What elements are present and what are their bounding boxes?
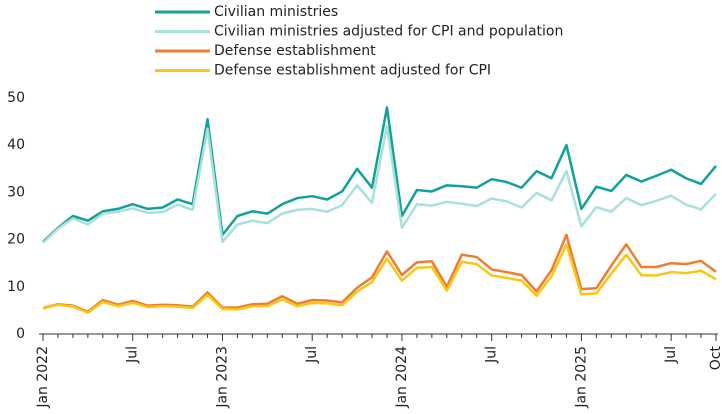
y-tick-label: 30 (7, 184, 25, 200)
legend-label: Civilian ministries (214, 4, 338, 20)
y-tick-label: 20 (7, 232, 25, 248)
y-tick-label: 50 (7, 90, 25, 106)
x-tick-label: Jan 2024 (394, 346, 410, 409)
x-tick-label: Oct (708, 346, 722, 371)
x-tick-label: Jul (663, 346, 679, 364)
x-tick-label: Jul (484, 346, 500, 364)
x-tick-label: Jul (304, 346, 320, 364)
x-tick-label: Jan 2022 (35, 346, 51, 409)
series-line (42, 243, 717, 315)
x-tick-label: Jan 2023 (214, 346, 230, 409)
y-tick-label: 0 (16, 326, 25, 342)
series-line (42, 106, 717, 243)
x-tick-label: Jul (125, 346, 141, 364)
y-tick-label: 10 (7, 279, 25, 295)
series-line (42, 125, 717, 244)
legend-label: Defense establishment adjusted for CPI (214, 63, 491, 79)
legend-label: Civilian ministries adjusted for CPI and… (214, 24, 563, 40)
legend-label: Defense establishment (214, 43, 376, 59)
series-line (42, 233, 717, 314)
y-tick-label: 40 (7, 137, 25, 153)
x-tick-label: Jan 2025 (573, 346, 589, 409)
